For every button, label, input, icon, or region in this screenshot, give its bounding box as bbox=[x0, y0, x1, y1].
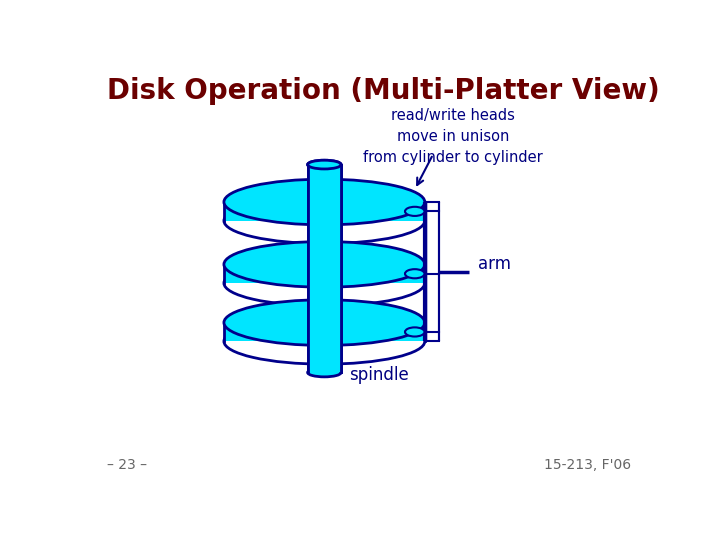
Text: 15-213, F'06: 15-213, F'06 bbox=[544, 458, 631, 472]
Ellipse shape bbox=[224, 198, 425, 244]
Ellipse shape bbox=[405, 207, 425, 216]
Bar bbox=[307, 165, 341, 373]
Text: arm: arm bbox=[478, 255, 510, 273]
Bar bbox=[224, 265, 425, 283]
Text: Disk Operation (Multi-Platter View): Disk Operation (Multi-Platter View) bbox=[107, 77, 660, 105]
Bar bbox=[224, 202, 425, 221]
Ellipse shape bbox=[307, 160, 341, 169]
Text: – 23 –: – 23 – bbox=[107, 458, 147, 472]
Bar bbox=[307, 165, 341, 373]
Ellipse shape bbox=[405, 269, 425, 278]
Text: spindle: spindle bbox=[349, 366, 409, 383]
Ellipse shape bbox=[405, 327, 425, 336]
Ellipse shape bbox=[224, 241, 425, 287]
Ellipse shape bbox=[224, 179, 425, 225]
Text: read/write heads
move in unison
from cylinder to cylinder: read/write heads move in unison from cyl… bbox=[363, 109, 543, 165]
Bar bbox=[425, 202, 438, 341]
Ellipse shape bbox=[224, 319, 425, 364]
Bar bbox=[224, 322, 425, 341]
Ellipse shape bbox=[307, 160, 341, 169]
Ellipse shape bbox=[307, 368, 341, 377]
Ellipse shape bbox=[224, 260, 425, 306]
Ellipse shape bbox=[224, 300, 425, 346]
